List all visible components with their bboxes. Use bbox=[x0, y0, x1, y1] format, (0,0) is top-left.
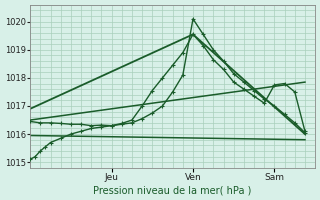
X-axis label: Pression niveau de la mer( hPa ): Pression niveau de la mer( hPa ) bbox=[93, 185, 252, 195]
